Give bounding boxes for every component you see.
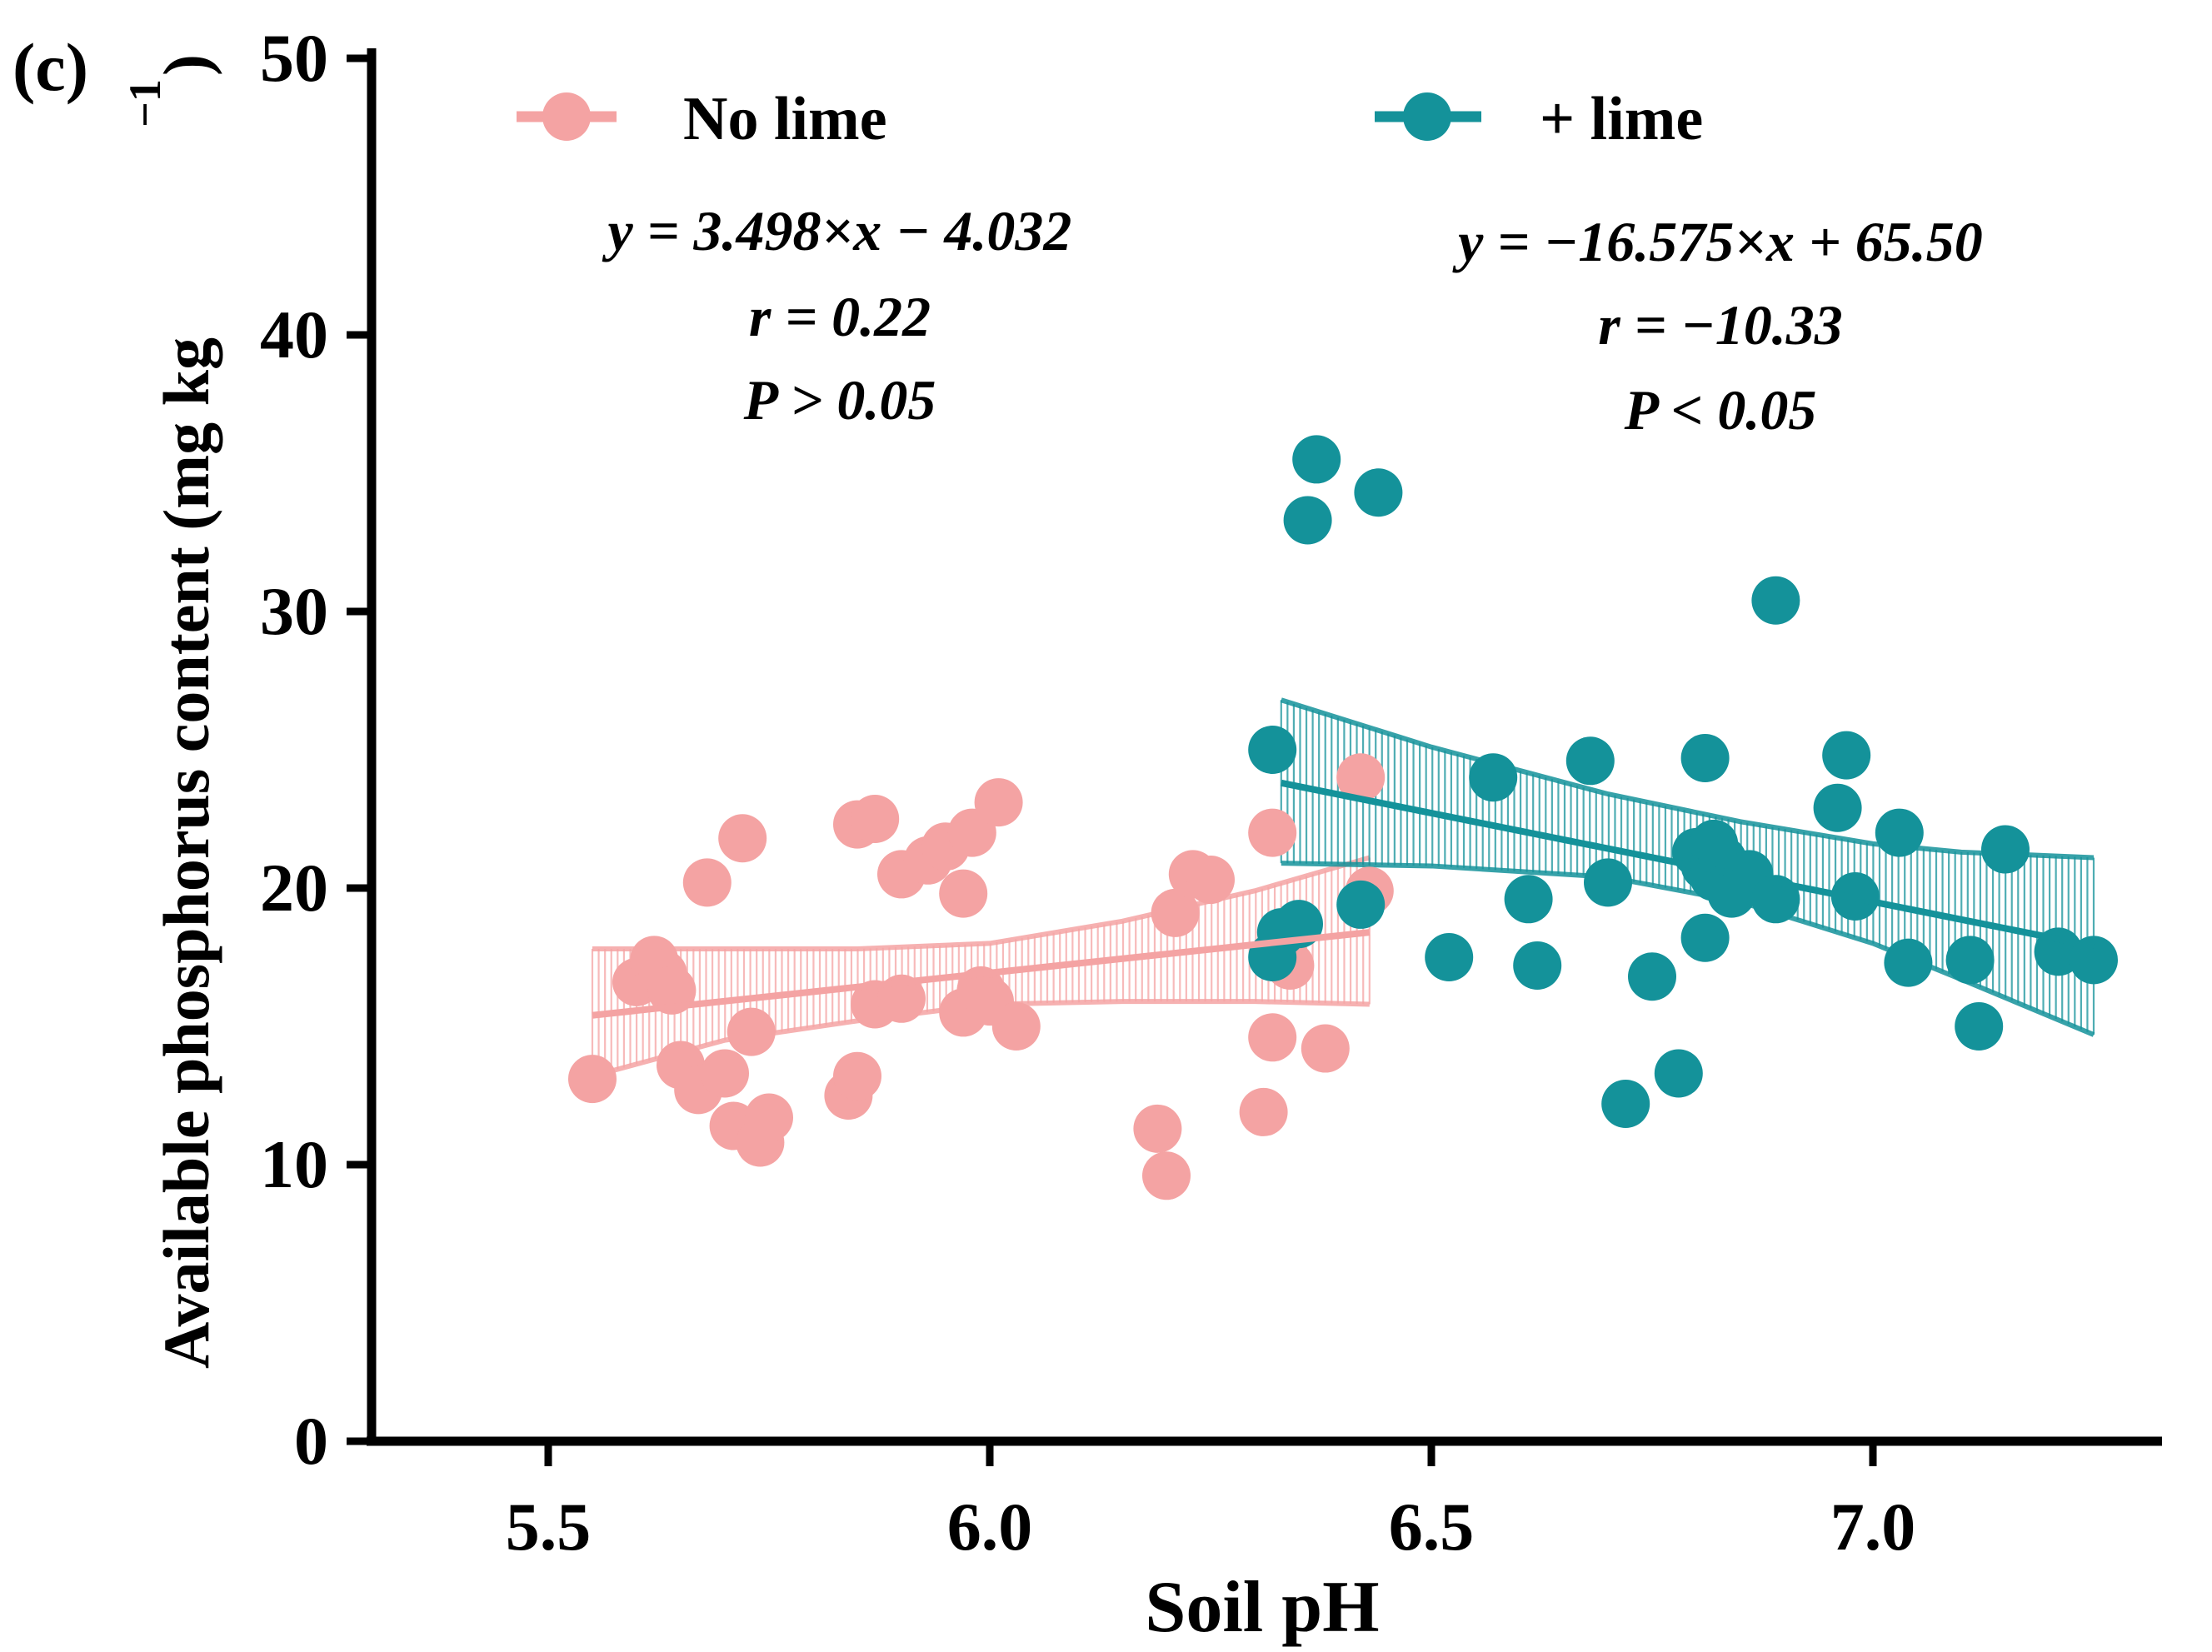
data-point-lime: [1875, 808, 1924, 857]
p-value-no-lime: P > 0.05: [743, 368, 936, 432]
data-point-no_lime: [727, 1007, 776, 1056]
data-point-lime: [1336, 880, 1386, 929]
data-point-no_lime: [1248, 808, 1297, 857]
data-point-lime: [1283, 496, 1332, 545]
points-lime: [1248, 435, 2118, 1128]
fit-lines: [592, 779, 2095, 1019]
y-tick-label: 0: [294, 1403, 328, 1479]
data-point-lime: [1680, 733, 1730, 782]
y-tick-label: 20: [260, 850, 328, 926]
svg-text:Available phosphorus content (: Available phosphorus content (mg kg: [150, 337, 222, 1369]
y-tick-label: 10: [260, 1126, 328, 1202]
data-point-no_lime: [991, 1002, 1041, 1051]
data-point-lime: [1945, 936, 1995, 985]
data-point-no_lime: [833, 1051, 881, 1101]
points-no_lime: [568, 753, 1394, 1200]
y-axis-title: Available phosphorus content (mg kg −1 ): [120, 54, 222, 1369]
data-point-no_lime: [718, 814, 767, 863]
equation-no-lime: y = 3.498×x − 4.032: [602, 199, 1072, 262]
data-point-lime: [1628, 952, 1676, 1001]
data-point-lime: [1813, 783, 1862, 832]
data-point-no_lime: [1142, 1151, 1191, 1200]
data-point-no_lime: [851, 795, 900, 843]
data-point-no_lime: [1186, 856, 1235, 905]
data-point-lime: [1680, 913, 1730, 962]
r-value-lime: r = −10.33: [1598, 293, 1842, 357]
data-point-lime: [1469, 753, 1518, 802]
r-value-no-lime: r = 0.22: [749, 285, 931, 348]
legend: No lime + lime: [517, 85, 1703, 153]
data-point-lime: [1751, 576, 1800, 625]
data-point-no_lime: [1301, 1024, 1350, 1073]
p-value-lime: P < 0.05: [1624, 378, 1817, 442]
confidence-upper-no_lime: [592, 855, 1371, 952]
data-point-lime: [1955, 1002, 2004, 1051]
data-point-lime: [1981, 825, 2030, 874]
data-point-lime: [1584, 858, 1632, 907]
data-point-no_lime: [974, 778, 1023, 827]
legend-lime-marker: [1403, 92, 1451, 141]
data-point-lime: [1601, 1079, 1650, 1128]
panel-label: (c): [12, 29, 88, 105]
equation-lime: y = −16.575×x + 65.50: [1452, 210, 1983, 273]
data-point-no_lime: [1151, 888, 1200, 937]
y-tick-label: 30: [260, 573, 328, 649]
confidence-upper-lime: [1280, 697, 2095, 861]
x-tick-label: 6.5: [1389, 1489, 1475, 1565]
data-point-lime: [1884, 938, 1933, 987]
y-tick-label: 40: [260, 297, 328, 372]
data-point-no_lime: [682, 858, 732, 907]
data-points: [568, 435, 2118, 1200]
legend-item-no-lime: No lime: [517, 85, 887, 153]
x-tick-label: 5.5: [506, 1489, 592, 1565]
fit-line-lime: [1281, 779, 2095, 950]
legend-no-lime-marker: [542, 92, 591, 141]
data-point-no_lime: [939, 869, 988, 918]
data-point-lime: [1425, 933, 1474, 981]
y-tick-label: 50: [260, 20, 328, 96]
y-axis-label: Available phosphorus content (mg kg: [150, 337, 222, 1369]
data-point-lime: [1292, 435, 1341, 484]
y-axis-label-unit-exponent: −1: [120, 79, 170, 127]
tick-marks: 5.56.06.57.07.501020304050: [260, 20, 1916, 1565]
data-point-lime: [1354, 468, 1403, 517]
data-point-no_lime: [1336, 753, 1386, 802]
data-point-lime: [1565, 736, 1615, 786]
data-point-no_lime: [1239, 1087, 1288, 1136]
legend-lime-label: + lime: [1540, 85, 1703, 153]
data-point-lime: [1504, 875, 1553, 924]
fit-line-no_lime: [592, 929, 1371, 1019]
data-point-lime: [1513, 941, 1562, 990]
axes: [367, 48, 2162, 1446]
data-point-lime: [2070, 936, 2118, 985]
data-point-lime: [1654, 1049, 1703, 1098]
x-axis-label: Soil pH: [1145, 1567, 1379, 1648]
x-tick-label: 6.0: [947, 1489, 1033, 1565]
data-point-no_lime: [701, 1049, 749, 1098]
x-tick-label: 7.0: [1830, 1489, 1916, 1565]
annotation-no-lime: y = 3.498×x − 4.032 r = 0.22 P > 0.05: [602, 199, 1072, 432]
data-point-lime: [1248, 726, 1297, 774]
data-point-lime: [1822, 731, 1871, 780]
data-point-no_lime: [1248, 1013, 1297, 1062]
legend-no-lime-label: No lime: [683, 85, 887, 153]
y-axis-label-close: ): [150, 54, 222, 76]
annotation-lime: y = −16.575×x + 65.50 r = −10.33 P < 0.0…: [1452, 210, 1983, 442]
legend-item-lime: + lime: [1375, 85, 1703, 153]
data-point-no_lime: [568, 1055, 617, 1104]
data-point-no_lime: [745, 1093, 793, 1142]
data-point-no_lime: [1133, 1104, 1182, 1153]
